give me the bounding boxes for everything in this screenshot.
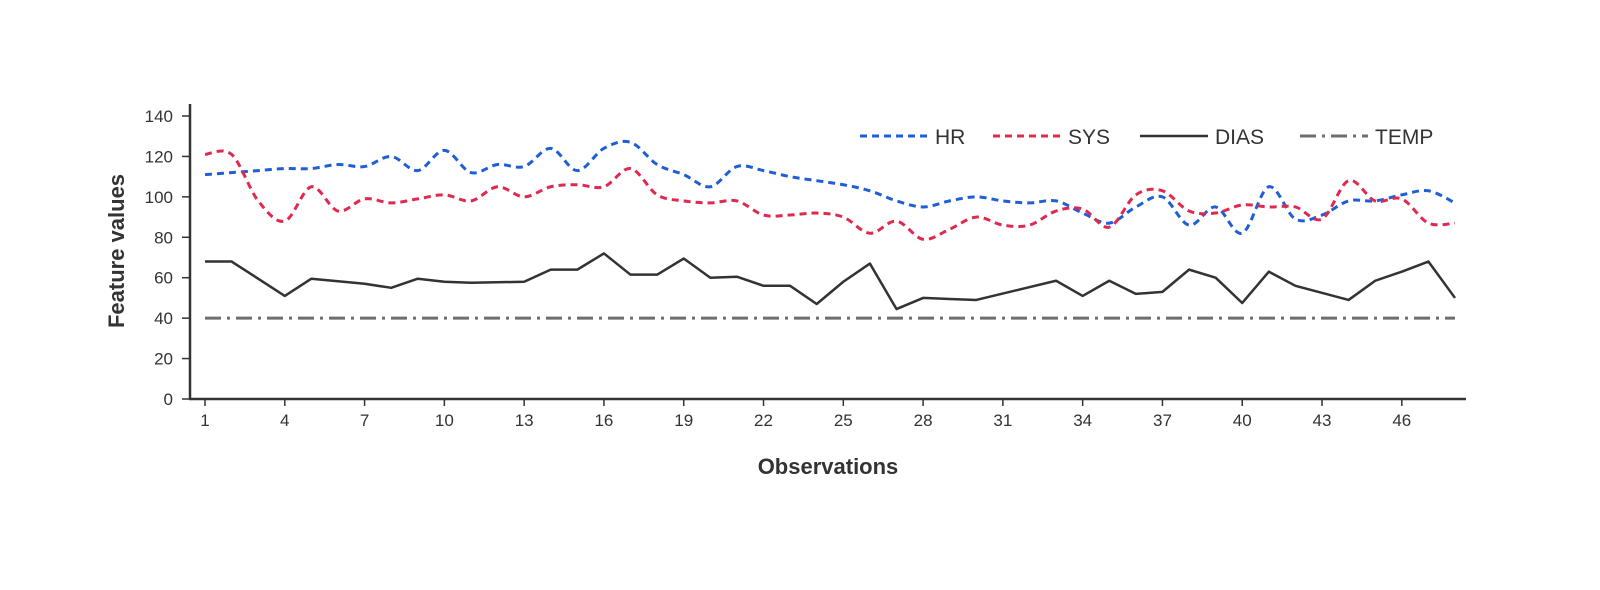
x-tick-label: 16	[594, 411, 613, 430]
x-tick-label: 4	[280, 411, 289, 430]
x-tick-label: 10	[435, 411, 454, 430]
y-tick-label: 100	[145, 188, 173, 207]
x-tick-label: 28	[914, 411, 933, 430]
legend-label-temp: TEMP	[1375, 126, 1433, 149]
x-tick-label: 7	[360, 411, 369, 430]
x-tick-label: 43	[1313, 411, 1332, 430]
y-tick-label: 20	[154, 350, 173, 369]
legend-label-dias: DIAS	[1215, 126, 1264, 149]
x-tick-label: 22	[754, 411, 773, 430]
series-line-hr	[204, 139, 1456, 235]
series-line-sys	[204, 149, 1456, 241]
y-tick-label: 0	[164, 390, 173, 409]
x-tick-label: 37	[1153, 411, 1172, 430]
y-tick-label: 40	[154, 309, 173, 328]
x-axis-title: Observations	[758, 454, 899, 479]
y-tick-label: 120	[145, 147, 173, 166]
x-tick-label: 34	[1073, 411, 1092, 430]
legend: HR SYS DIAS TEMP	[860, 126, 1433, 149]
series-lines	[204, 139, 1457, 320]
x-tick-label: 1	[200, 411, 209, 430]
series-line-dias	[205, 252, 1457, 311]
x-tick-label: 19	[674, 411, 693, 430]
x-tick-label: 40	[1233, 411, 1252, 430]
y-tick-label: 140	[145, 107, 173, 126]
y-axis-ticks: 0 20 40 60 80 100 120 140	[145, 107, 190, 409]
legend-label-sys: SYS	[1068, 126, 1110, 149]
x-axis-ticks: 1 4 7 10 13 16 19 22 25 28 31 34 37 40 43 46	[200, 399, 1411, 430]
x-tick-label: 13	[515, 411, 534, 430]
x-tick-label: 31	[993, 411, 1012, 430]
x-tick-label: 46	[1392, 411, 1411, 430]
x-tick-label: 25	[834, 411, 853, 430]
legend-label-hr: HR	[935, 126, 965, 149]
y-tick-label: 80	[154, 228, 173, 247]
y-tick-label: 60	[154, 269, 173, 288]
y-axis-title: Feature values	[104, 174, 129, 328]
